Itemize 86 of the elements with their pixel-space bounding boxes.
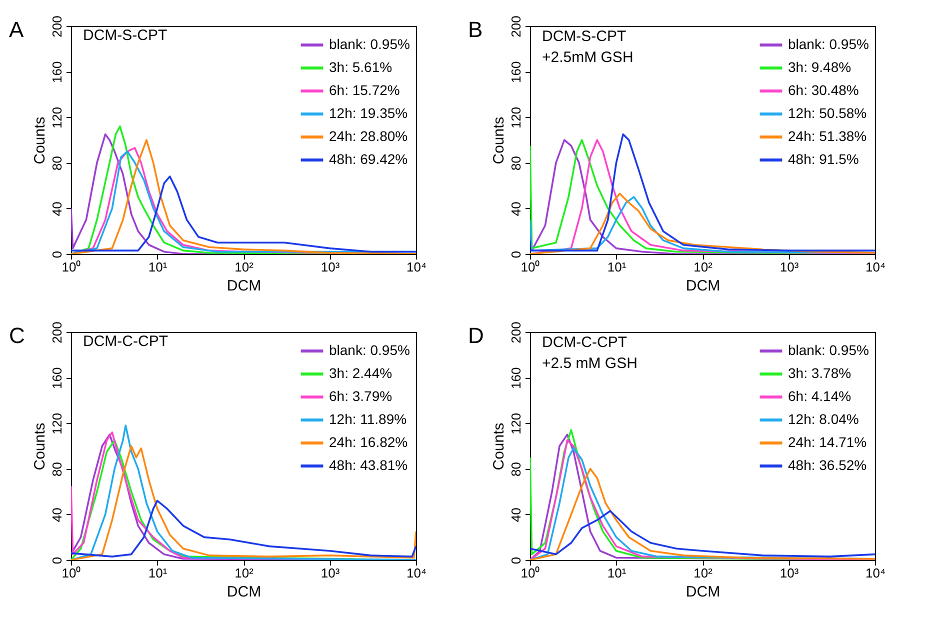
legend-label: 24h: 16.82% bbox=[329, 434, 408, 450]
y-tick-label: 0 bbox=[508, 250, 524, 258]
legend-label: 12h: 19.35% bbox=[329, 105, 408, 121]
x-tick-label: 10⁴ bbox=[865, 566, 886, 580]
x-axis-title: DCM bbox=[686, 584, 720, 600]
text: +2.5 mM GSH bbox=[542, 355, 638, 372]
x-tick-label: 10³ bbox=[320, 260, 340, 274]
y-tick-label: 120 bbox=[508, 106, 524, 129]
chart-title: DCM-S-CPT bbox=[83, 27, 168, 44]
y-tick-label: 40 bbox=[508, 202, 524, 216]
legend-label: 6h: 15.72% bbox=[329, 82, 400, 98]
x-tick-label: 10⁴ bbox=[406, 260, 427, 274]
y-tick-label: 80 bbox=[50, 462, 64, 477]
x-tick-label: 10⁴ bbox=[865, 260, 886, 274]
chart-title: DCM-C-CPT bbox=[83, 333, 168, 350]
legend-label: 6h: 30.48% bbox=[788, 82, 859, 98]
x-tick-label: 10³ bbox=[780, 260, 800, 274]
x-tick-label: 10³ bbox=[780, 566, 800, 580]
x-tick-label: 10¹ bbox=[607, 566, 627, 580]
legend-label: 48h: 36.52% bbox=[788, 457, 867, 473]
x-tick-label: 10⁴ bbox=[406, 566, 427, 580]
y-tick-label: 40 bbox=[508, 508, 524, 522]
legend-label: 3h: 5.61% bbox=[329, 59, 392, 75]
x-tick-label: 10⁰ bbox=[62, 566, 82, 580]
x-axis-title: DCM bbox=[226, 278, 262, 294]
y-tick-label: 160 bbox=[50, 367, 64, 389]
x-tick-label: 10¹ bbox=[148, 260, 168, 274]
y-tick-label: 160 bbox=[50, 61, 64, 83]
legend-label: 12h: 11.89% bbox=[329, 411, 407, 427]
x-tick-label: 10² bbox=[694, 566, 714, 580]
x-axis-title: DCM bbox=[226, 584, 262, 600]
y-axis-title: Counts bbox=[490, 116, 508, 164]
x-tick-label: 10³ bbox=[320, 566, 340, 580]
y-tick-label: 0 bbox=[508, 556, 524, 564]
legend-label: 6h: 3.79% bbox=[329, 388, 392, 404]
text: +2.5mM GSH bbox=[542, 49, 634, 66]
legend-label: blank: 0.95% bbox=[329, 36, 410, 52]
y-tick-label: 120 bbox=[50, 412, 64, 435]
legend-label: blank: 0.95% bbox=[329, 342, 410, 358]
chart-title: DCM-S-CPT bbox=[542, 28, 626, 46]
x-tick-label: 10⁰ bbox=[520, 260, 540, 274]
chart-title: DCM-C-CPT bbox=[542, 334, 627, 352]
x-tick-label: 10² bbox=[234, 260, 254, 274]
y-tick-label: 0 bbox=[50, 556, 64, 564]
x-axis-title: DCM bbox=[686, 278, 720, 294]
y-tick-label: 80 bbox=[50, 156, 64, 171]
y-tick-label: 160 bbox=[508, 61, 524, 83]
legend-label: 12h: 50.58% bbox=[788, 105, 867, 121]
x-tick-label: 10¹ bbox=[607, 260, 627, 274]
y-tick-label: 80 bbox=[508, 462, 524, 477]
legend-label: 3h: 3.78% bbox=[788, 365, 852, 381]
text: D bbox=[468, 323, 484, 348]
x-tick-label: 10⁰ bbox=[62, 260, 82, 274]
y-tick-label: 160 bbox=[508, 367, 524, 389]
y-tick-label: 200 bbox=[50, 16, 64, 38]
y-axis-title: Counts bbox=[32, 116, 48, 164]
legend-label: 48h: 43.81% bbox=[329, 457, 408, 473]
legend-label: 24h: 14.71% bbox=[788, 434, 867, 450]
y-tick-label: 200 bbox=[508, 322, 524, 344]
y-axis-title: Counts bbox=[490, 422, 508, 470]
y-tick-label: 80 bbox=[508, 156, 524, 171]
y-tick-label: 200 bbox=[50, 322, 64, 344]
text: B bbox=[468, 17, 483, 42]
text: A bbox=[9, 17, 24, 42]
legend-label: 24h: 51.38% bbox=[788, 128, 867, 144]
y-tick-label: 200 bbox=[508, 16, 524, 38]
legend-label: 24h: 28.80% bbox=[329, 128, 408, 144]
y-tick-label: 120 bbox=[508, 412, 524, 435]
x-tick-label: 10² bbox=[234, 566, 254, 580]
legend-label: 6h: 4.14% bbox=[788, 388, 852, 404]
x-tick-label: 10¹ bbox=[148, 566, 168, 580]
legend-label: 48h: 91.5% bbox=[788, 151, 859, 167]
legend-label: 12h: 8.04% bbox=[788, 411, 859, 427]
legend-label: 48h: 69.42% bbox=[329, 151, 408, 167]
text: C bbox=[9, 323, 25, 348]
legend-label: blank: 0.95% bbox=[788, 36, 869, 52]
y-tick-label: 40 bbox=[50, 508, 64, 522]
legend-label: blank: 0.95% bbox=[788, 342, 869, 358]
legend-label: 3h: 9.48% bbox=[788, 59, 852, 75]
legend-label: 3h: 2.44% bbox=[329, 365, 392, 381]
y-tick-label: 40 bbox=[50, 202, 64, 216]
y-tick-label: 0 bbox=[50, 250, 64, 258]
x-tick-label: 10² bbox=[694, 260, 714, 274]
y-tick-label: 120 bbox=[50, 106, 64, 129]
y-axis-title: Counts bbox=[32, 422, 48, 470]
x-tick-label: 10⁰ bbox=[520, 566, 540, 580]
